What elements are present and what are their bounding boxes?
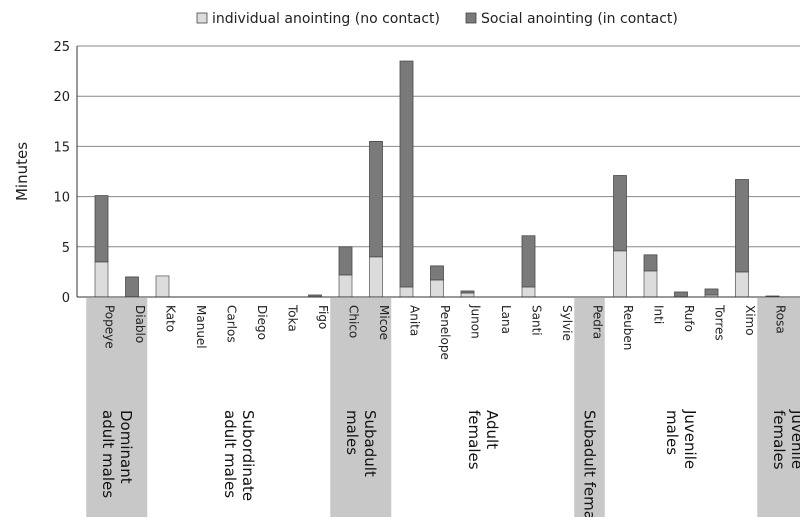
- bar-social: [430, 265, 444, 281]
- category-label: Kato: [164, 305, 178, 332]
- group-label-line: females: [465, 410, 483, 470]
- group-label-line: adult males: [221, 410, 239, 498]
- group-label-line: Adult: [483, 410, 501, 449]
- group-band: [757, 298, 800, 517]
- bar-individual: [369, 256, 383, 298]
- legend: individual anointing (no contact) Social …: [196, 11, 678, 27]
- bar-individual: [613, 250, 627, 298]
- bar-social: [460, 290, 475, 294]
- category-label: Rufo: [682, 305, 696, 332]
- bar-social: [94, 195, 109, 263]
- legend-swatch-individual: [196, 12, 208, 24]
- category-label: Penelope: [438, 305, 452, 360]
- bar-individual: [643, 270, 658, 298]
- group-band: [330, 298, 392, 517]
- group-label: Subadultmales: [343, 410, 379, 477]
- category-label: Reuben: [621, 305, 635, 350]
- bar-individual: [155, 275, 170, 298]
- y-tick-label: 5: [62, 241, 70, 256]
- category-label: Figo: [316, 305, 330, 329]
- group-bands: [86, 298, 800, 517]
- category-label: Lana: [499, 305, 513, 334]
- bar-individual: [521, 286, 536, 298]
- group-band: [574, 298, 605, 517]
- category-label: Anita: [408, 305, 422, 336]
- group-label-line: Subordinate: [239, 410, 257, 501]
- y-tick-label: 15: [53, 140, 70, 155]
- group-label-line: males: [343, 410, 361, 455]
- category-label: Diablo: [133, 305, 147, 343]
- group-label: Subordinateadult males: [221, 410, 257, 501]
- category-label: Popeye: [103, 305, 117, 349]
- category-label: Manuel: [194, 305, 208, 349]
- bar-social: [369, 140, 383, 258]
- category-label: Toka: [286, 304, 300, 332]
- group-label-line: females: [770, 410, 788, 470]
- category-label: Santi: [530, 305, 544, 336]
- bar-social: [338, 246, 353, 276]
- category-label: Micoe: [377, 305, 391, 340]
- y-tick-label: 25: [53, 40, 70, 55]
- group-label-line: Juvenile: [681, 409, 699, 469]
- bar-individual: [399, 286, 414, 298]
- bar-individual: [94, 261, 109, 298]
- group-label-line: Juvenile: [788, 409, 800, 469]
- bar-individual: [430, 279, 444, 298]
- group-label-line: Subadult: [361, 410, 379, 477]
- group-label: Adultfemales: [465, 410, 501, 470]
- bar-individual: [460, 292, 475, 298]
- bar-social: [125, 276, 139, 298]
- group-label-line: males: [663, 410, 681, 455]
- y-tick-label: 0: [62, 291, 70, 306]
- legend-label-individual: individual anointing (no contact): [212, 11, 440, 27]
- group-label: Dominantadult males: [99, 410, 135, 498]
- bar-social: [704, 288, 719, 296]
- group-label: Juvenilefemales: [770, 409, 800, 470]
- group-label: Juvenilemales: [663, 409, 699, 469]
- labels: Dominantadult males Subordinateadult male…: [99, 304, 800, 517]
- category-label: Ximo: [743, 305, 757, 336]
- bar-social: [399, 60, 414, 288]
- group-label-line: Subadult female: [581, 410, 599, 517]
- category-label: Rosa: [774, 305, 788, 334]
- category-label: Inti: [652, 305, 666, 324]
- group-band: [86, 298, 148, 517]
- group-label: Subadult female: [581, 410, 599, 517]
- y-axis-title: Minutes: [13, 142, 31, 201]
- category-label: Sylvie: [560, 305, 574, 341]
- category-label: Pedra: [591, 305, 605, 339]
- category-label: Carlos: [225, 305, 239, 343]
- category-label: Torres: [713, 304, 727, 341]
- category-label: Junon: [469, 304, 483, 339]
- y-tick-label: 20: [53, 90, 70, 105]
- gridlines: [77, 45, 800, 248]
- group-label-line: adult males: [99, 410, 117, 498]
- legend-swatch-social: [465, 12, 477, 24]
- bar-individual: [338, 274, 353, 298]
- bar-social: [613, 175, 627, 252]
- axes: 0 5 10 15 20 25 Minutes: [13, 40, 800, 306]
- category-label: Diego: [255, 305, 269, 340]
- bar-social: [674, 291, 688, 298]
- group-label-line: Dominant: [117, 410, 135, 484]
- y-tick-label: 10: [53, 191, 70, 206]
- category-label: Chico: [347, 305, 361, 338]
- bar-social: [521, 235, 536, 288]
- bar-social: [735, 179, 749, 273]
- bars: [94, 60, 780, 298]
- legend-label-social: Social anointing (in contact): [481, 11, 678, 27]
- bar-social: [643, 254, 658, 272]
- bar-individual: [735, 271, 749, 298]
